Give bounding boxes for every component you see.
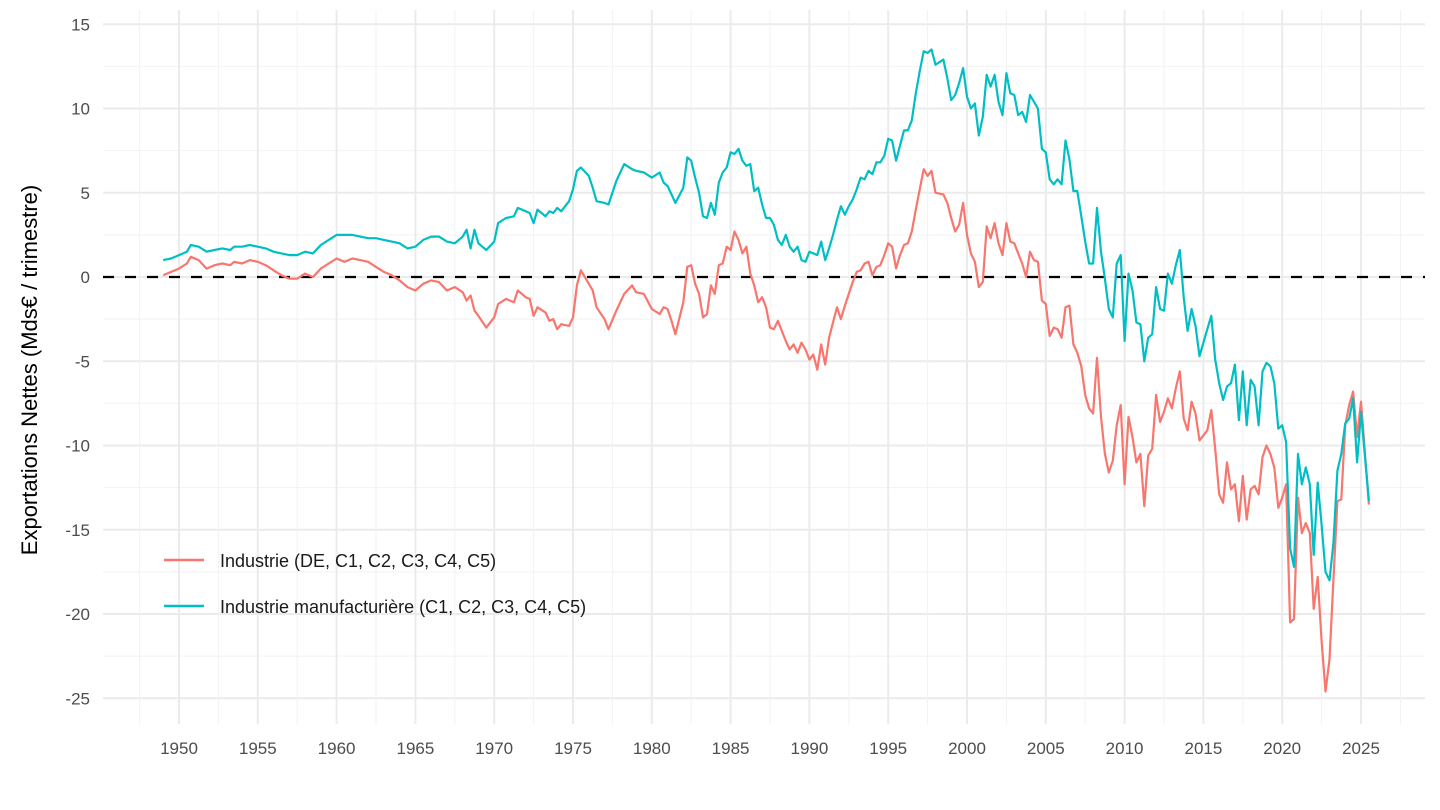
x-tick-label: 2015 xyxy=(1184,739,1222,758)
y-tick-label: 0 xyxy=(81,268,90,287)
y-tick-label: -25 xyxy=(65,689,90,708)
legend-label-industrie-manufacturiere: Industrie manufacturière (C1, C2, C3, C4… xyxy=(220,597,586,617)
x-axis-ticks: 1950 1955 1960 1965 1970 1975 1980 1985 1990 1995… xyxy=(160,739,1380,758)
x-tick-label: 1955 xyxy=(239,739,277,758)
x-tick-label: 2005 xyxy=(1027,739,1065,758)
series-line-industrie xyxy=(162,168,1370,693)
x-tick-label: 2020 xyxy=(1263,739,1301,758)
x-tick-label: 2025 xyxy=(1342,739,1380,758)
grid xyxy=(103,10,1425,724)
y-tick-label: 15 xyxy=(71,15,90,34)
x-tick-label: 1980 xyxy=(633,739,671,758)
x-tick-label: 1965 xyxy=(396,739,434,758)
x-tick-label: 1985 xyxy=(712,739,750,758)
y-tick-label: -10 xyxy=(65,437,90,456)
legend-label-industrie: Industrie (DE, C1, C2, C3, C4, C5) xyxy=(220,551,496,571)
y-tick-label: 5 xyxy=(81,184,90,203)
y-tick-label: 10 xyxy=(71,100,90,119)
x-tick-label: 1995 xyxy=(869,739,907,758)
series-layer xyxy=(162,48,1370,693)
x-tick-label: 1970 xyxy=(475,739,513,758)
x-tick-label: 1990 xyxy=(790,739,828,758)
y-tick-label: -20 xyxy=(65,605,90,624)
x-tick-label: 2000 xyxy=(948,739,986,758)
x-tick-label: 1960 xyxy=(318,739,356,758)
x-tick-label: 1975 xyxy=(554,739,592,758)
y-tick-label: -15 xyxy=(65,521,90,540)
y-axis-ticks: 15 10 5 0 -5 -10 -15 -20 -25 xyxy=(65,15,90,708)
series-line-industrie-manufacturiere xyxy=(162,48,1370,582)
x-tick-label: 1950 xyxy=(160,739,198,758)
legend: Industrie (DE, C1, C2, C3, C4, C5) Indus… xyxy=(164,551,586,617)
x-tick-label: 2010 xyxy=(1106,739,1144,758)
y-tick-label: -5 xyxy=(75,352,90,371)
y-axis-title: Exportations Nettes (Mds€ / trimestre) xyxy=(17,185,42,555)
